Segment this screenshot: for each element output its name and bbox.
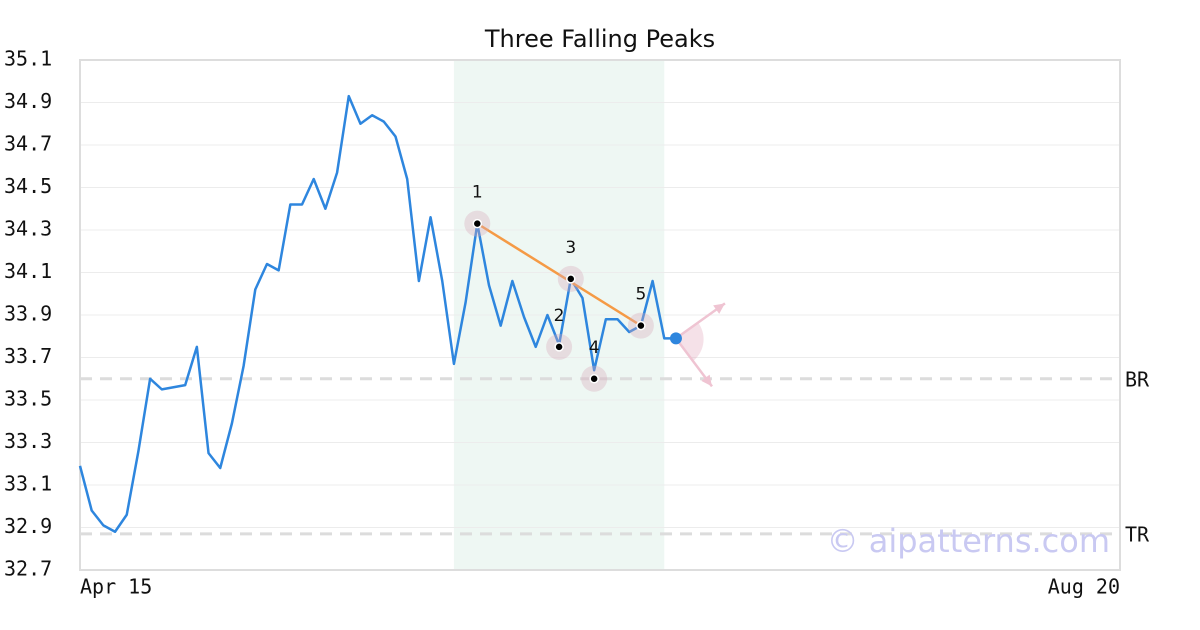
y-tick-label: 34.3: [4, 217, 52, 241]
trend-line: [476, 222, 642, 327]
pivot-dot: [589, 374, 599, 384]
pivot-label: 2: [554, 306, 565, 326]
pivot-dot: [636, 320, 646, 331]
projection-arrowhead: [701, 374, 712, 387]
last-point: [669, 332, 682, 345]
x-tick-label: Aug 20: [1048, 575, 1120, 599]
y-tick-label: 34.9: [4, 89, 52, 113]
projection-arrowhead: [713, 303, 725, 314]
y-tick-label: 34.1: [4, 259, 52, 283]
plot-border: [79, 59, 1121, 571]
pivot-dot: [472, 218, 483, 229]
price-line: [78, 94, 676, 533]
y-tick-label: 33.7: [4, 344, 52, 368]
y-tick-label: 33.9: [4, 302, 52, 326]
pivot-label: 1: [472, 183, 483, 203]
pivot-dot: [566, 274, 576, 284]
projection-wedge: [675, 322, 704, 361]
y-tick-label: 33.1: [4, 472, 52, 496]
level-label: TR: [1125, 522, 1150, 546]
x-tick-label: Apr 15: [80, 575, 152, 599]
y-tick-label: 34.5: [4, 174, 52, 198]
pivot-label: 3: [565, 238, 576, 258]
y-tick-label: 35.1: [4, 47, 52, 71]
watermark: © aipatterns.com: [827, 522, 1110, 560]
pivot-dot: [554, 342, 564, 352]
y-tick-label: 33.3: [4, 429, 52, 453]
y-tick-label: 32.7: [4, 557, 52, 581]
y-tick-label: 34.7: [4, 132, 52, 156]
level-label: BR: [1125, 367, 1150, 391]
chart-title: Three Falling Peaks: [484, 25, 715, 53]
pivot-label: 5: [635, 285, 646, 305]
pivot-label: 4: [589, 338, 600, 358]
y-tick-label: 33.5: [4, 387, 52, 411]
y-tick-label: 32.9: [4, 514, 52, 538]
